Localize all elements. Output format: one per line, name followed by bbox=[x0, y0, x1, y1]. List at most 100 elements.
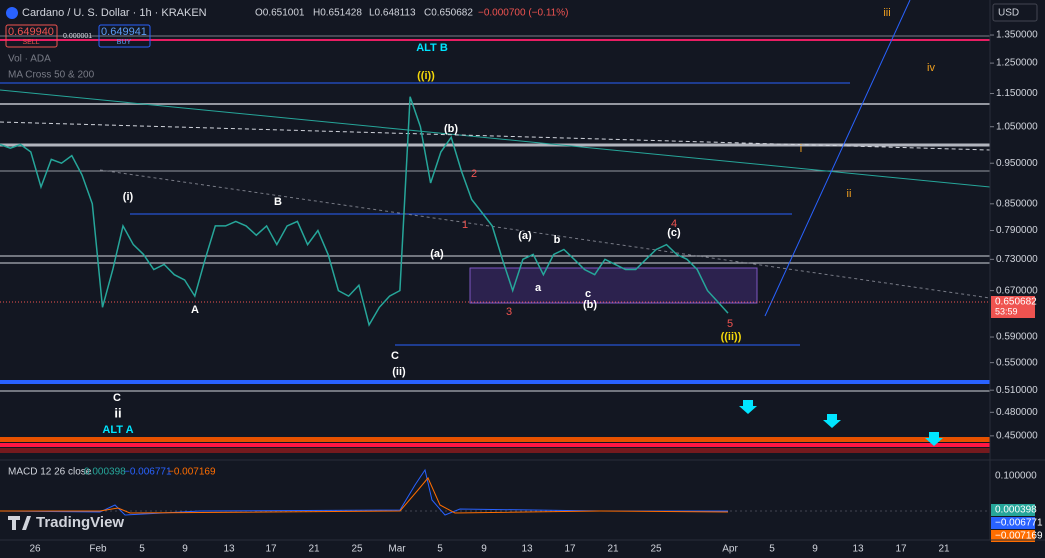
arrow bbox=[739, 400, 757, 414]
macd-line bbox=[0, 468, 728, 516]
hist-tag-text: −0.007169 bbox=[995, 531, 1043, 542]
price-line bbox=[0, 96, 729, 327]
time-label: 5 bbox=[769, 544, 775, 555]
sell-label: SELL bbox=[22, 39, 39, 46]
trend-line bbox=[0, 89, 991, 188]
price-tick-label: 0.790000 bbox=[996, 225, 1038, 236]
label: A bbox=[191, 304, 199, 316]
price-tick-label: 0.550000 bbox=[996, 357, 1038, 368]
macd-tag-text: 0.000398 bbox=[995, 505, 1037, 516]
time-label: Feb bbox=[89, 544, 107, 555]
price-tick-label: 0.950000 bbox=[996, 158, 1038, 169]
label: 5 bbox=[727, 318, 733, 330]
macd-axis-label: 0.100000 bbox=[995, 471, 1037, 482]
time-label: 9 bbox=[182, 544, 188, 555]
label: ii bbox=[847, 188, 852, 200]
label: 1 bbox=[462, 219, 468, 231]
label: B bbox=[274, 196, 282, 208]
label: a bbox=[535, 282, 542, 294]
time-label: 21 bbox=[607, 544, 619, 555]
drawings bbox=[0, 0, 991, 453]
signal-value: −0.006771 bbox=[124, 467, 172, 478]
buy-label: BUY bbox=[117, 39, 132, 46]
open: O0.651001 bbox=[255, 8, 305, 19]
price-tick-label: 0.450000 bbox=[996, 430, 1038, 441]
arrow bbox=[925, 432, 943, 446]
currency-button[interactable] bbox=[992, 3, 1038, 22]
brand-logo bbox=[8, 516, 31, 530]
label: (a) bbox=[430, 248, 444, 260]
sell-price: 0.649940 bbox=[8, 26, 54, 38]
label: c bbox=[585, 288, 591, 300]
price-tick-label: 1.050000 bbox=[996, 121, 1038, 132]
symbol: Cardano / U. S. Dollar · 1h · KRAKEN bbox=[22, 7, 207, 19]
signal-tag bbox=[991, 517, 1035, 529]
hist-value: −0.007169 bbox=[168, 467, 216, 478]
annotations: ALT B ((i)) (b) (i) B A (a) (a) b a c (b… bbox=[102, 7, 935, 436]
price-layer bbox=[0, 96, 729, 327]
buy-price: 0.649941 bbox=[101, 26, 147, 38]
spread: 0.000001 bbox=[63, 33, 92, 40]
signal-tag-text: −0.006771 bbox=[995, 518, 1043, 529]
close: C0.650682 bbox=[424, 8, 473, 19]
label: 2 bbox=[471, 168, 477, 180]
macd-label: MACD 12 26 close bbox=[8, 467, 92, 478]
last-price: 0.650682 bbox=[995, 297, 1037, 308]
time-axis: 26 Feb 5 9 13 17 21 25 Mar 5 9 13 17 21 … bbox=[29, 544, 950, 555]
label: i bbox=[800, 143, 802, 155]
time-label: Mar bbox=[388, 544, 406, 555]
time-label: 5 bbox=[139, 544, 145, 555]
low: L0.648113 bbox=[369, 8, 416, 19]
time-label: 13 bbox=[223, 544, 235, 555]
time-label: 21 bbox=[938, 544, 950, 555]
label: (i) bbox=[123, 191, 134, 203]
price-tick-label: 0.480000 bbox=[996, 407, 1038, 418]
price-tick-label: 0.670000 bbox=[996, 285, 1038, 296]
label: ALT B bbox=[416, 42, 448, 54]
macd-tag bbox=[991, 504, 1035, 516]
price-tick-label: 0.590000 bbox=[996, 332, 1038, 343]
buy-button[interactable] bbox=[98, 24, 151, 48]
price-tick-label: 0.850000 bbox=[996, 198, 1038, 209]
sell-button[interactable] bbox=[5, 24, 58, 48]
arrow bbox=[823, 414, 841, 428]
signal-line bbox=[0, 477, 729, 514]
time-label: 25 bbox=[650, 544, 662, 555]
time-label: 9 bbox=[481, 544, 487, 555]
price-tick-label: 1.250000 bbox=[996, 58, 1038, 69]
countdown: 53:59 bbox=[995, 306, 1018, 316]
vol-legend: Vol · ADA bbox=[8, 54, 51, 65]
label: iv bbox=[927, 62, 935, 74]
time-label: Apr bbox=[722, 544, 738, 555]
label: 3 bbox=[506, 306, 512, 318]
time-label: 21 bbox=[308, 544, 320, 555]
zone bbox=[0, 437, 990, 442]
label: C bbox=[113, 392, 121, 404]
zone bbox=[0, 443, 990, 447]
label: (a) bbox=[518, 230, 532, 242]
time-label: 17 bbox=[895, 544, 907, 555]
price-tick-label: 0.730000 bbox=[996, 254, 1038, 265]
time-label: 13 bbox=[521, 544, 533, 555]
logo bbox=[6, 7, 18, 19]
label: ALT A bbox=[102, 424, 133, 436]
label: (c) bbox=[667, 227, 681, 239]
label: C bbox=[391, 350, 399, 362]
ma-legend: MA Cross 50 & 200 bbox=[8, 70, 95, 81]
last-price-box bbox=[991, 296, 1035, 318]
label: ((i)) bbox=[417, 70, 435, 82]
time-label: 26 bbox=[29, 544, 41, 555]
label: ((ii)) bbox=[721, 331, 742, 343]
time-label: 17 bbox=[265, 544, 277, 555]
macd-value: 0.000398 bbox=[84, 467, 126, 478]
time-label: 9 bbox=[812, 544, 818, 555]
label: (ii) bbox=[392, 366, 406, 378]
time-label: 13 bbox=[852, 544, 864, 555]
time-label: 5 bbox=[437, 544, 443, 555]
label: ii bbox=[114, 405, 121, 420]
change: −0.000700 (−0.11%) bbox=[478, 8, 568, 19]
price-axis: 1.350000 1.250000 1.150000 1.050000 0.950000… bbox=[990, 30, 1038, 441]
label: (b) bbox=[583, 299, 597, 311]
label: (b) bbox=[444, 123, 458, 135]
